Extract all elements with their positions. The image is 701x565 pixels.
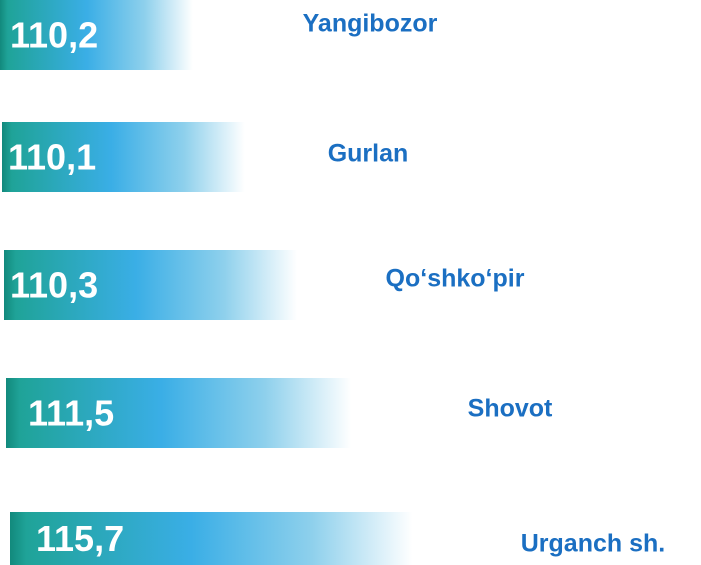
value-label: 115,7 (36, 518, 124, 559)
bar (0, 0, 193, 70)
category-label: Qo‘shko‘pir (386, 265, 525, 293)
category-label: Shovot (468, 395, 553, 423)
bar (4, 250, 298, 320)
category-label: Yangibozor (303, 10, 438, 38)
bar (6, 378, 352, 448)
value-label: 110,3 (10, 265, 98, 306)
bar (10, 512, 413, 565)
category-label: Gurlan (328, 140, 409, 168)
value-label: 111,5 (28, 393, 114, 434)
bar (2, 122, 245, 192)
value-label: 110,1 (8, 137, 96, 178)
category-label: Urganch sh. (521, 530, 665, 558)
value-label: 110,2 (10, 15, 98, 56)
